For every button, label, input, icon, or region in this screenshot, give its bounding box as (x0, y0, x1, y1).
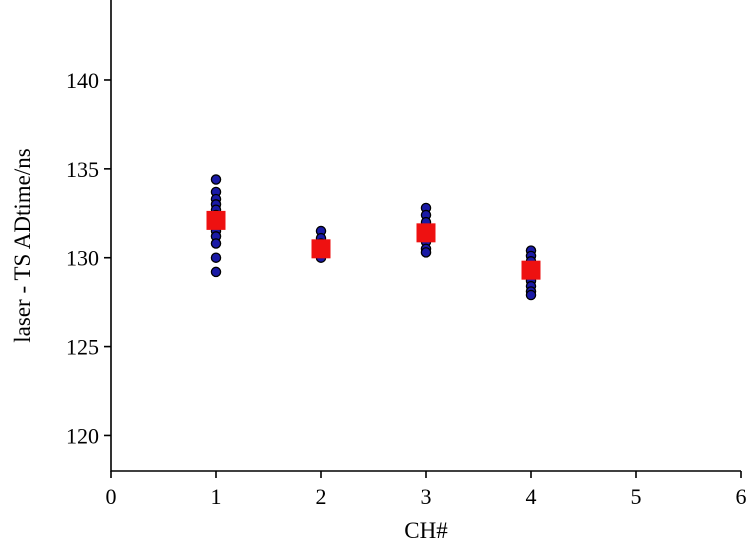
x-tick-label: 3 (421, 484, 432, 509)
x-tick-label: 1 (211, 484, 222, 509)
data-point (420, 247, 432, 258)
plot-area (206, 174, 541, 301)
sample-point-series (210, 174, 537, 301)
x-tick-label: 5 (631, 484, 642, 509)
x-tick-label: 2 (316, 484, 327, 509)
data-point (210, 252, 222, 263)
y-tick-label: 120 (66, 423, 99, 448)
data-point (210, 238, 222, 249)
data-point (210, 174, 222, 185)
x-tick-label: 0 (106, 484, 117, 509)
mean-marker (521, 260, 541, 280)
y-tick-label: 130 (66, 246, 99, 271)
x-tick-label: 4 (526, 484, 537, 509)
mean-marker (311, 239, 331, 259)
mean-marker-series (206, 210, 541, 280)
y-tick-label: 135 (66, 157, 99, 182)
x-tick-label: 6 (736, 484, 747, 509)
mean-marker (206, 210, 226, 230)
y-axis-ticks: 120 125 130 135 140 (66, 68, 111, 448)
x-axis-label: CH# (404, 518, 448, 543)
x-axis-ticks: 0 1 2 3 4 5 6 (106, 471, 747, 509)
data-point (525, 289, 537, 301)
y-tick-label: 140 (66, 68, 99, 93)
y-tick-label: 125 (66, 335, 99, 360)
data-point (210, 266, 222, 278)
y-axis-label: laser - TS ADtime/ns (10, 148, 35, 342)
mean-marker (416, 223, 436, 243)
